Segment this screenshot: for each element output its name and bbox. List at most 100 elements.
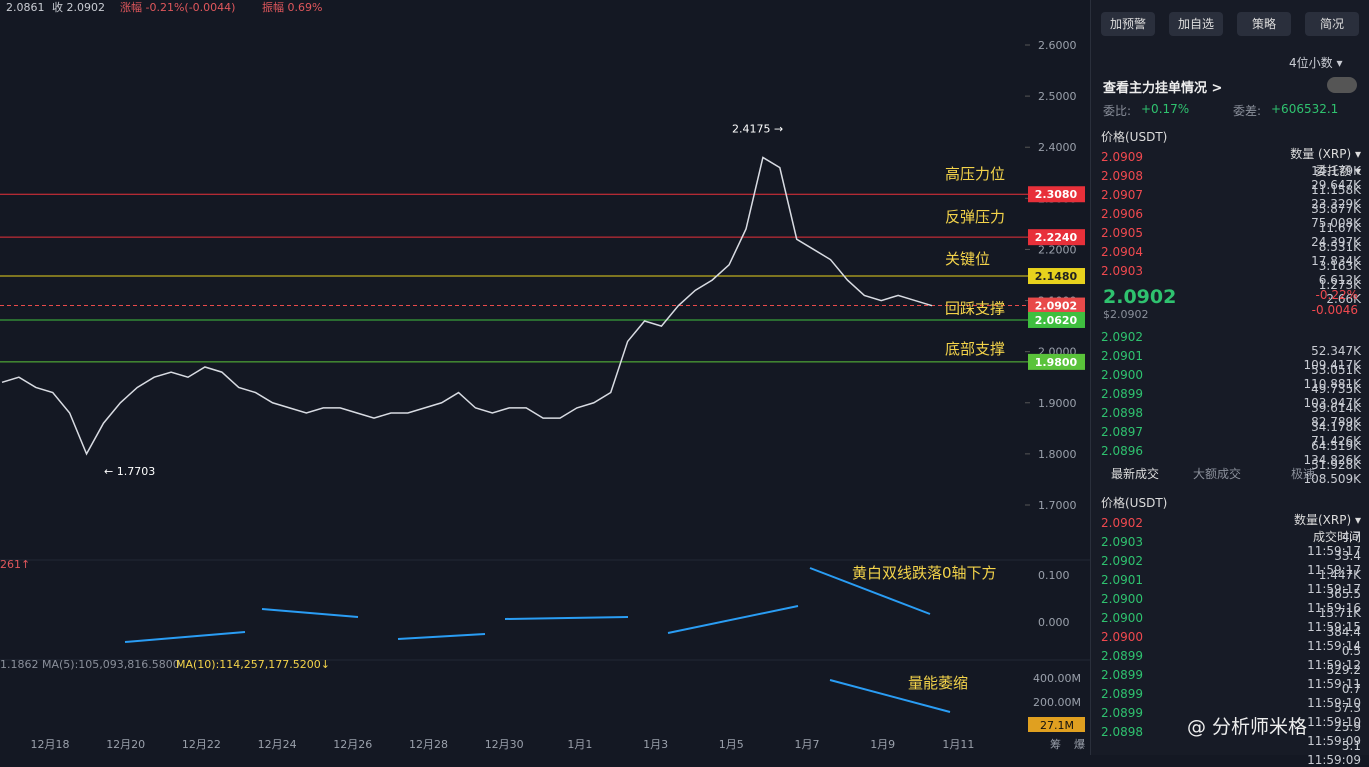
table-row: 2.0899 39.614K 82.789K: [1101, 387, 1361, 429]
button[interactable]: 加自选: [1169, 12, 1223, 36]
button[interactable]: 简况: [1305, 12, 1359, 36]
cell: 2.66K: [1326, 292, 1361, 306]
level-label: 2.1480: [1035, 270, 1078, 283]
table-row: 2.0898 34.178K 71.426K: [1101, 406, 1361, 448]
cell: 17.834K: [1311, 254, 1361, 268]
cell: 53.051K: [1311, 363, 1361, 377]
cell: 2.0908: [1101, 169, 1143, 183]
stat: 振幅 0.69%: [262, 0, 322, 14]
macd-tick: 0.100: [1038, 569, 1070, 582]
table-row: 2.0907 35.877K 75.008K: [1101, 188, 1361, 230]
table-row: 2.0899 25.9 11:59:09: [1101, 706, 1361, 748]
cell: 82.789K: [1311, 415, 1361, 429]
cell: 2.0896: [1101, 444, 1143, 458]
y-tick-label: 2.2000: [1038, 243, 1077, 256]
toggle: [1327, 77, 1357, 93]
header-cell: 数量(XRP) ▾: [1294, 513, 1361, 527]
cell: 11:59:10: [1307, 696, 1361, 710]
table-row: 2.0902 52.347K 109.417K: [1101, 330, 1361, 372]
cell: 2.0902: [1101, 516, 1143, 530]
table-row: 2.0901 53.051K 110.881K: [1101, 349, 1361, 391]
ratio-label: 委比:: [1103, 104, 1132, 118]
tab[interactable]: 大额成交: [1193, 467, 1242, 481]
footer-label: 筹: [1050, 737, 1061, 751]
table-row: 2.0896 51.928K 108.509K: [1101, 444, 1361, 486]
x-tick-label: 1月11: [942, 738, 974, 751]
main-orders: 查看主力挂单情况 >: [1103, 81, 1223, 96]
button[interactable]: 策略: [1237, 12, 1291, 36]
level-note: 回踩支撑: [945, 300, 1005, 318]
cell: 24.397K: [1311, 235, 1361, 249]
x-tick-label: 12月22: [182, 738, 221, 751]
change-pct: -0.22%: [1315, 288, 1358, 302]
cell: 11:59:17: [1307, 582, 1361, 596]
cell: 134.826K: [1303, 453, 1362, 467]
cell: 14.179K: [1311, 164, 1361, 178]
level-tag: [1028, 311, 1085, 328]
cell: 75.008K: [1311, 216, 1361, 230]
cell: 1.273K: [1318, 278, 1361, 292]
ma10: MA(10):114,257,177.5200↓: [176, 658, 330, 671]
table-row: 2.0900 0.5 11:59:12: [1101, 630, 1361, 672]
cell: 15.71K: [1318, 606, 1361, 620]
ratio: +0.17%: [1141, 102, 1190, 116]
level-note: 底部支撑: [945, 340, 1005, 358]
x-tick-label: 12月30: [485, 738, 524, 751]
level-tag: [1028, 229, 1085, 246]
macd-note: 黄白双线跌落0轴下方: [852, 564, 997, 582]
cell: 11:59:16: [1307, 601, 1361, 615]
cell: 71.426K: [1311, 434, 1361, 448]
tab[interactable]: 最新成交: [1111, 467, 1160, 481]
macd-tick: 0.000: [1038, 616, 1070, 629]
table-header: 价格(USDT) 数量 (XRP) ▾ 委托额 ▾: [1101, 128, 1361, 178]
header-cell: 价格(USDT): [1101, 496, 1168, 510]
cell: 2.0901: [1101, 573, 1143, 587]
table-header: 价格(USDT) 数量(XRP) ▾ 成交时间: [1101, 494, 1361, 544]
cell: 51.928K: [1311, 458, 1361, 472]
change: -0.0046: [1311, 303, 1358, 317]
level-label: 1.9800: [1035, 356, 1078, 369]
cell: 35.877K: [1311, 202, 1361, 216]
cell: 2.0899: [1101, 668, 1143, 682]
table-row: 2.0897 64.519K 134.826K: [1101, 425, 1361, 467]
tab[interactable]: 极速: [1291, 467, 1316, 481]
x-tick-label: 1月5: [719, 738, 744, 751]
level-tag: [1028, 186, 1085, 203]
cell: 2.0903: [1101, 264, 1143, 278]
cell: 5.1: [1341, 739, 1361, 753]
decimals[interactable]: 4位小数 ▾: [1289, 56, 1343, 70]
y-tick-label: 2.6000: [1038, 39, 1077, 52]
cell: 11:59:15: [1307, 620, 1361, 634]
y-tick-label: 1.9000: [1038, 397, 1077, 410]
annotation-arrows: [124, 567, 951, 713]
side-panel: 加预警 加自选 策略 简况 4位小数 ▾ 查看主力挂单情况 > 委比: +0.17% 委差: +6…: [1090, 0, 1369, 767]
button[interactable]: 加预警: [1101, 12, 1155, 36]
table-row: 2.0900 49.735K 103.947K: [1101, 368, 1361, 410]
table-row: 2.0903 1.273K 2.66K: [1101, 264, 1361, 306]
cell: 11:59:10: [1307, 715, 1361, 729]
table-row: 2.0902 4.7 11:59:17: [1101, 516, 1361, 558]
x-tick-label: 1月3: [643, 738, 668, 751]
vol-tag: [1028, 717, 1085, 732]
table-row: 2.0900 15.71K 11:59:15: [1101, 592, 1361, 634]
stat: 收 2.0902: [52, 0, 105, 14]
cell: 2.0907: [1101, 188, 1143, 202]
cell: 11:59:14: [1307, 639, 1361, 653]
x-tick-label: 1月1: [567, 738, 592, 751]
cell: 2.0899: [1101, 687, 1143, 701]
level-tag: [1028, 268, 1085, 285]
level-note: 高压力位: [945, 165, 1005, 183]
vol-tick: 200.00M: [1033, 696, 1081, 709]
header-cell: 成交时间: [1312, 530, 1361, 544]
y-tick-label: 2.5000: [1038, 90, 1077, 103]
cell: 6.612K: [1318, 273, 1361, 287]
table-row: 2.0905 8.531K 17.834K: [1101, 226, 1361, 268]
y-tick-label: 1.7000: [1038, 499, 1077, 512]
level-label: 2.0902: [1035, 300, 1077, 313]
chart: 2.0861 收 2.0902 涨幅 -0.21%(-0.0044) 振幅 0.69%…: [0, 0, 1090, 751]
level-label: 2.0620: [1035, 314, 1078, 327]
low-marker: ← 1.7703: [104, 465, 155, 478]
cell: 57.3: [1334, 701, 1361, 715]
cell: 11.67K: [1318, 221, 1361, 235]
cell: 2.0899: [1101, 706, 1143, 720]
